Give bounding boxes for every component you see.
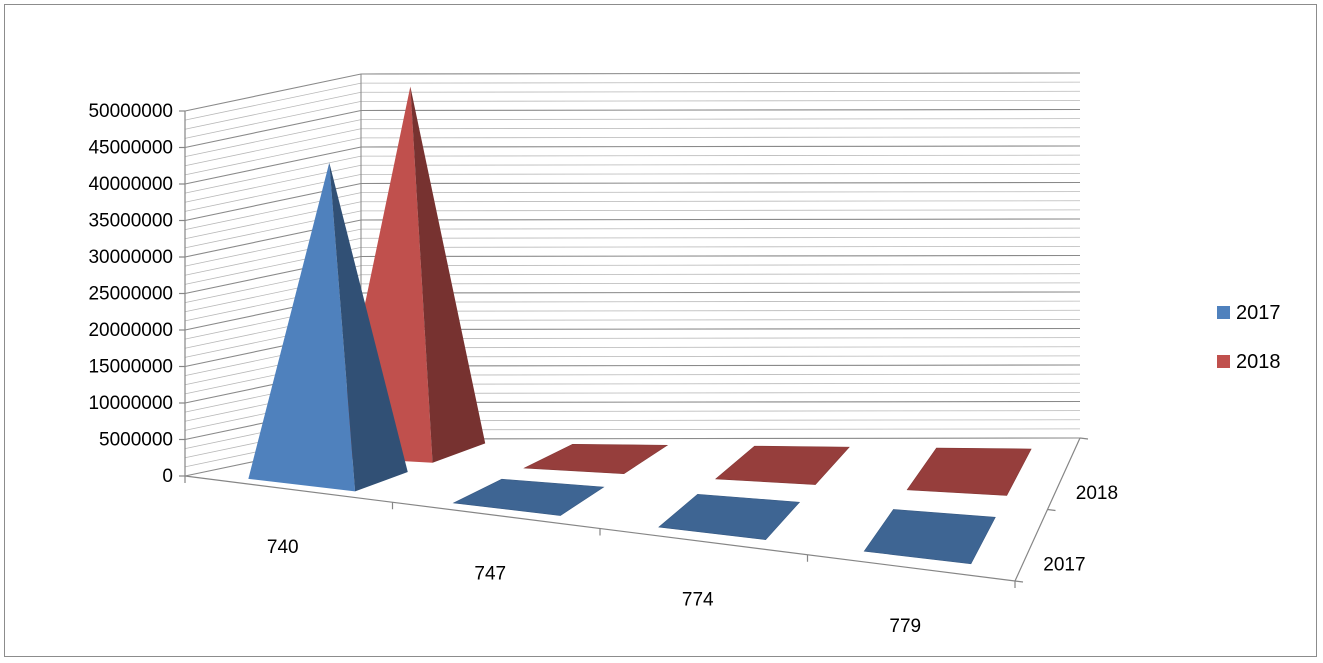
depth-tick-labels: 2017 2018 xyxy=(1043,483,1118,576)
depth-tick xyxy=(1079,437,1089,440)
y-tick-label: 25000000 xyxy=(88,284,173,305)
pyramid-base xyxy=(523,443,669,474)
pyramid-base xyxy=(452,478,605,516)
pyramid-front-face xyxy=(248,162,356,492)
pyramid-base xyxy=(715,445,850,485)
x-tick-label: 740 xyxy=(267,537,299,558)
pyramid-base xyxy=(658,494,801,540)
pyramid-2018-774 xyxy=(715,445,850,485)
legend-label: 2018 xyxy=(1236,351,1281,373)
pyramid-side-face xyxy=(329,162,408,492)
pyramid-bars xyxy=(248,86,1032,565)
y-tick-label: 5000000 xyxy=(99,430,173,451)
pyramid-2017-747 xyxy=(452,478,605,516)
legend: 2017 2018 xyxy=(1217,302,1281,373)
depth-tick-label: 2018 xyxy=(1076,483,1118,504)
y-tick-label: 15000000 xyxy=(88,357,173,378)
x-tick-label: 747 xyxy=(474,563,506,584)
x-tick-label: 774 xyxy=(682,590,714,611)
legend-item-2018: 2018 xyxy=(1217,351,1281,373)
pyramid-2017-740 xyxy=(248,162,408,492)
legend-swatch xyxy=(1217,355,1230,368)
pyramid-base xyxy=(863,509,996,565)
floor xyxy=(185,438,1080,581)
y-tick-label: 10000000 xyxy=(88,393,173,414)
legend-swatch xyxy=(1217,306,1230,319)
depth-tick xyxy=(1047,508,1056,512)
legend-label: 2017 xyxy=(1236,302,1281,324)
pyramid-2018-747 xyxy=(523,443,669,474)
y-tick-label: 0 xyxy=(162,466,173,487)
x-tick-label: 779 xyxy=(889,616,921,637)
y-tick-label: 45000000 xyxy=(88,138,173,159)
depth-tick-label: 2017 xyxy=(1043,554,1085,575)
pyramid-base xyxy=(906,447,1032,496)
pyramid-2017-779 xyxy=(863,509,996,565)
y-tick-labels: 0 5000000 10000000 15000000 20000000 25000000… xyxy=(88,101,173,487)
depth-tick xyxy=(1014,580,1024,583)
pyramid-2018-779 xyxy=(906,447,1032,496)
y-tick-label: 20000000 xyxy=(88,320,173,341)
legend-item-2017: 2017 xyxy=(1217,302,1281,324)
pyramid-2017-774 xyxy=(658,494,801,540)
x-tick-labels: 740 747 774 779 xyxy=(267,537,921,637)
y-tick-label: 40000000 xyxy=(88,174,173,195)
pyramid-side-face xyxy=(410,86,486,463)
y-tick-label: 30000000 xyxy=(88,247,173,268)
y-tick-label: 50000000 xyxy=(88,101,173,122)
y-tick-label: 35000000 xyxy=(88,211,173,232)
